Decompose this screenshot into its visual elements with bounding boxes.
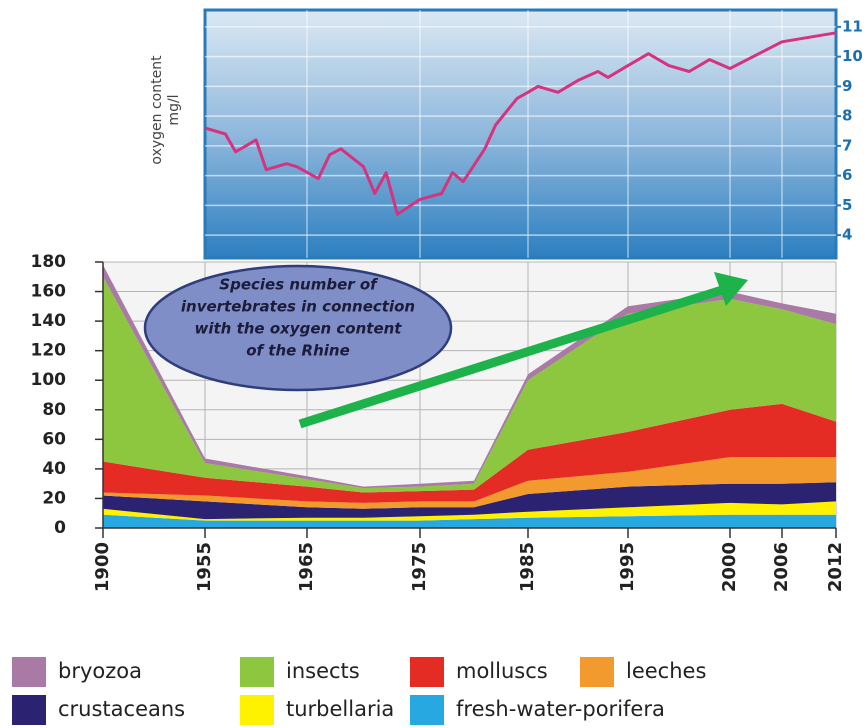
x-tick-label: 1975 (409, 542, 430, 592)
annotation-text: with the oxygen content (195, 320, 403, 338)
x-tick-label: 1965 (296, 542, 317, 592)
trend-arrow (298, 272, 748, 429)
legend: bryozoa insects molluscs leeches crustaceans… (12, 657, 706, 725)
x-tick-label: 1900 (92, 542, 113, 592)
legend-swatch (580, 657, 614, 687)
legend-label: turbellaria (286, 697, 394, 721)
legend-label: crustaceans (58, 697, 185, 721)
plot-background (203, 8, 838, 260)
y-tick-label: 0 (54, 518, 66, 538)
legend-label: leeches (626, 659, 706, 683)
y-tick-label: 140 (31, 311, 67, 331)
oxygen-panel: 4 5 6 7 8 9 10 11 oxygen content mg/l (149, 8, 863, 260)
oxygen-line (204, 31, 837, 216)
species-panel: 0 20 40 60 80 100 120 140 160 180 1900 1955 1965 1975… (31, 252, 847, 592)
arrow-head (714, 272, 748, 306)
y-tick-label: 120 (31, 341, 67, 361)
y-tick-label: 7 (842, 136, 852, 154)
y-tick-label: 5 (842, 196, 852, 214)
area-fresh-water-porifera (103, 514, 836, 528)
y-tick-label: 160 (31, 282, 67, 302)
x-tick-label: 1955 (194, 542, 215, 592)
y-axis-label: oxygen content (149, 55, 165, 165)
legend-label: insects (286, 659, 360, 683)
legend-swatch (240, 695, 274, 725)
y-tick-label: 80 (42, 400, 66, 420)
y-tick-label: 10 (842, 47, 863, 65)
legend-swatch (240, 657, 274, 687)
y-tick-label: 11 (842, 17, 863, 35)
legend-swatch (12, 657, 46, 687)
x-tick-label: 2012 (825, 542, 846, 592)
x-tick-label: 1985 (517, 542, 538, 592)
area-crustaceans (103, 482, 836, 520)
y-tick-label: 8 (842, 107, 852, 125)
area-turbellaria (103, 501, 836, 521)
area-insects (103, 276, 836, 493)
annotation-text: Species number of (219, 276, 379, 294)
legend-swatch (410, 695, 444, 725)
x-tick-label: 2006 (771, 542, 792, 592)
y-tick-label: 9 (842, 77, 852, 95)
legend-label: molluscs (456, 659, 548, 683)
x-tick-label: 2000 (719, 542, 740, 592)
y-tick-label: 180 (31, 252, 67, 272)
y-axis-label: mg/l (166, 94, 182, 125)
legend-swatch (410, 657, 444, 687)
annotation-text: invertebrates in connection (181, 298, 415, 316)
legend-label: fresh-water-porifera (456, 697, 665, 721)
y-tick-label: 4 (842, 226, 852, 244)
x-tick-label: 1995 (617, 542, 638, 592)
arrow-shaft (298, 285, 724, 429)
annotation-bubble (143, 264, 453, 392)
y-tick-label: 20 (42, 488, 66, 508)
area-leeches (103, 457, 836, 509)
y-tick-label: 40 (42, 459, 66, 479)
area-molluscs (103, 403, 836, 503)
y-tick-label: 60 (42, 429, 66, 449)
legend-swatch (12, 695, 46, 725)
y-tick-label: 6 (842, 166, 852, 184)
annotation-text: of the Rhine (246, 342, 350, 360)
y-tick-label: 100 (31, 370, 67, 390)
legend-label: bryozoa (58, 659, 142, 683)
